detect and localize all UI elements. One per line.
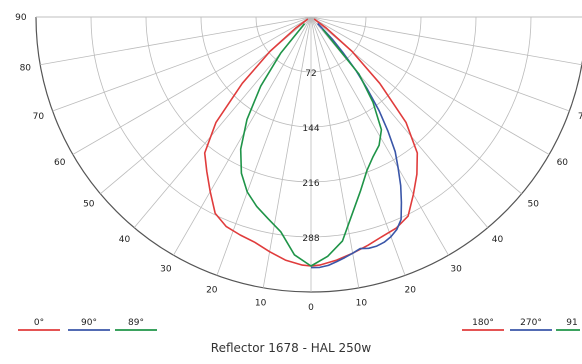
grid-spoke: [310, 16, 550, 155]
grid-spoke: [310, 16, 570, 112]
angle-tick-label: 20: [404, 286, 416, 296]
angle-tick-label: 60: [557, 158, 569, 168]
angle-tick-label: 30: [450, 264, 462, 274]
legend-label: 89°: [128, 318, 144, 328]
chart-title: Reflector 1678 - HAL 250w: [210, 341, 372, 355]
angle-tick-label: 70: [33, 112, 45, 122]
legend: 0° 90° 89° 180° 270° 91: [18, 318, 580, 331]
angle-tick-label: 10: [356, 299, 368, 309]
grid-spoke: [310, 16, 582, 66]
legend-label: 0°: [34, 318, 44, 328]
outer-boundary: [35, 16, 582, 293]
angle-tick-label: 10: [255, 299, 267, 309]
angle-tick-label: 80: [20, 63, 32, 73]
radial-tick-label: 72: [305, 69, 316, 79]
radial-tick-label: 144: [302, 124, 319, 134]
grid-spoke: [262, 16, 312, 288]
grid-spoke: [310, 16, 360, 288]
grid-spoke: [173, 16, 312, 256]
grid: [35, 16, 582, 293]
angle-tick-label: 0: [308, 303, 314, 313]
series-line-2: [310, 22, 403, 269]
angle-tick-label: 50: [527, 200, 539, 210]
legend-label: 270°: [520, 318, 542, 328]
angle-tick-label: 60: [54, 158, 66, 168]
series-layer: [203, 18, 419, 269]
angle-tick-label: 90: [15, 13, 27, 23]
radial-tick-label: 216: [302, 179, 319, 189]
series-line-3: [239, 23, 383, 267]
angle-tick-label: 40: [119, 235, 131, 245]
grid-spoke: [216, 16, 312, 276]
legend-label: 90°: [81, 318, 97, 328]
grid-spoke: [52, 16, 312, 112]
tick-labels: 7214421628890908080707060605050404030302…: [15, 13, 582, 313]
legend-label: 91: [566, 318, 577, 328]
angle-tick-label: 50: [83, 200, 95, 210]
radial-tick-label: 288: [302, 234, 319, 244]
angle-tick-label: 30: [160, 264, 172, 274]
legend-label: 180°: [472, 318, 494, 328]
angle-tick-label: 70: [578, 112, 582, 122]
grid-spoke: [40, 16, 312, 66]
angle-tick-label: 20: [206, 286, 218, 296]
grid-spoke: [72, 16, 312, 155]
angle-tick-label: 40: [492, 235, 504, 245]
